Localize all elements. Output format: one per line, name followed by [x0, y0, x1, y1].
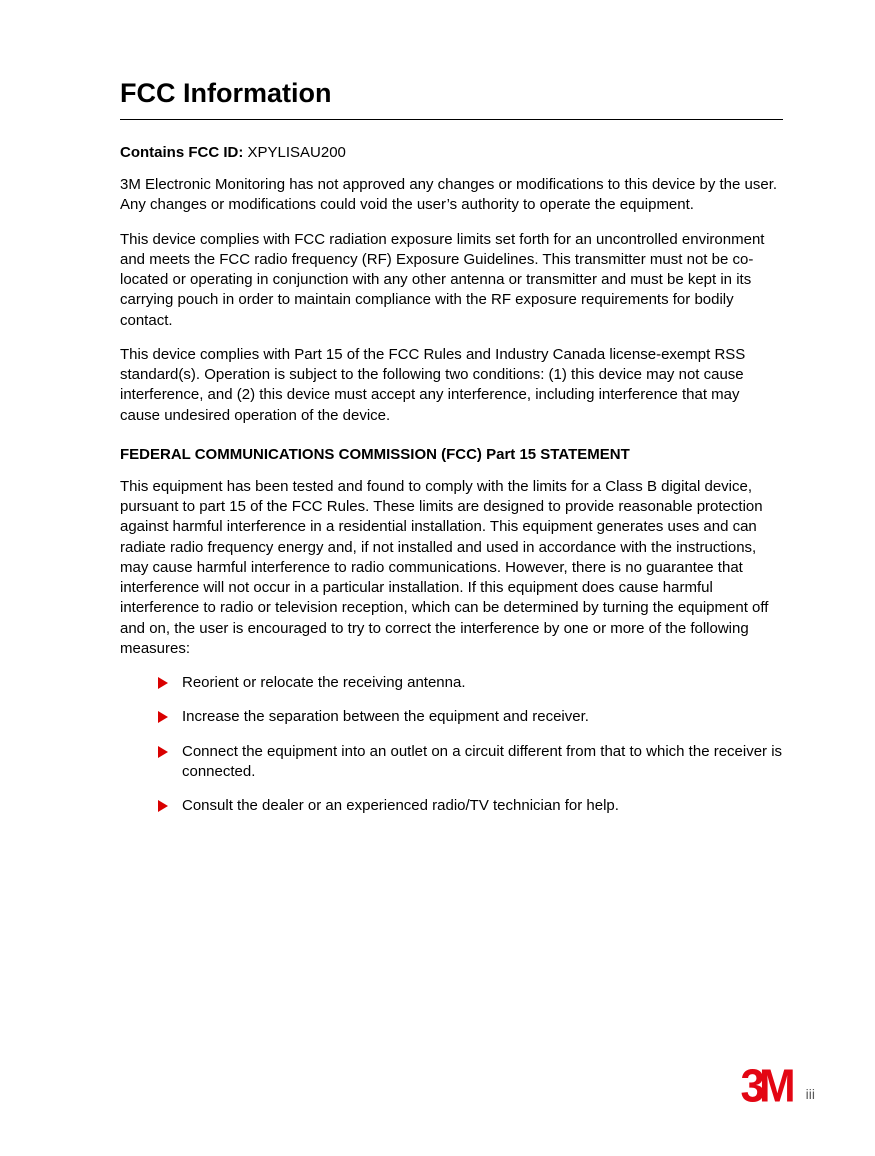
- section-subheading: FEDERAL COMMUNICATIONS COMMISSION (FCC) …: [120, 446, 783, 463]
- fcc-id-value: XPYLISAU200: [248, 144, 346, 161]
- bullet-list: Reorient or relocate the receiving anten…: [120, 673, 783, 816]
- list-item: Increase the separation between the equi…: [158, 707, 783, 727]
- body-paragraph: This device complies with Part 15 of the…: [120, 345, 783, 426]
- title-underline: [120, 119, 783, 120]
- page-footer: 3M iii: [741, 1070, 815, 1104]
- list-item: Reorient or relocate the receiving anten…: [158, 673, 783, 693]
- page-title: FCC Information: [120, 78, 783, 109]
- fcc-id-label: Contains FCC ID:: [120, 144, 243, 161]
- body-paragraph: 3M Electronic Monitoring has not approve…: [120, 175, 783, 216]
- list-item: Connect the equipment into an outlet on …: [158, 742, 783, 783]
- logo-3m: 3M: [741, 1069, 790, 1105]
- list-item: Consult the dealer or an experienced rad…: [158, 796, 783, 816]
- document-page: FCC Information Contains FCC ID: XPYLISA…: [0, 0, 875, 816]
- page-number: iii: [806, 1086, 815, 1104]
- body-paragraph: This device complies with FCC radiation …: [120, 230, 783, 331]
- body-paragraph: This equipment has been tested and found…: [120, 477, 783, 659]
- fcc-id-line: Contains FCC ID: XPYLISAU200: [120, 144, 783, 161]
